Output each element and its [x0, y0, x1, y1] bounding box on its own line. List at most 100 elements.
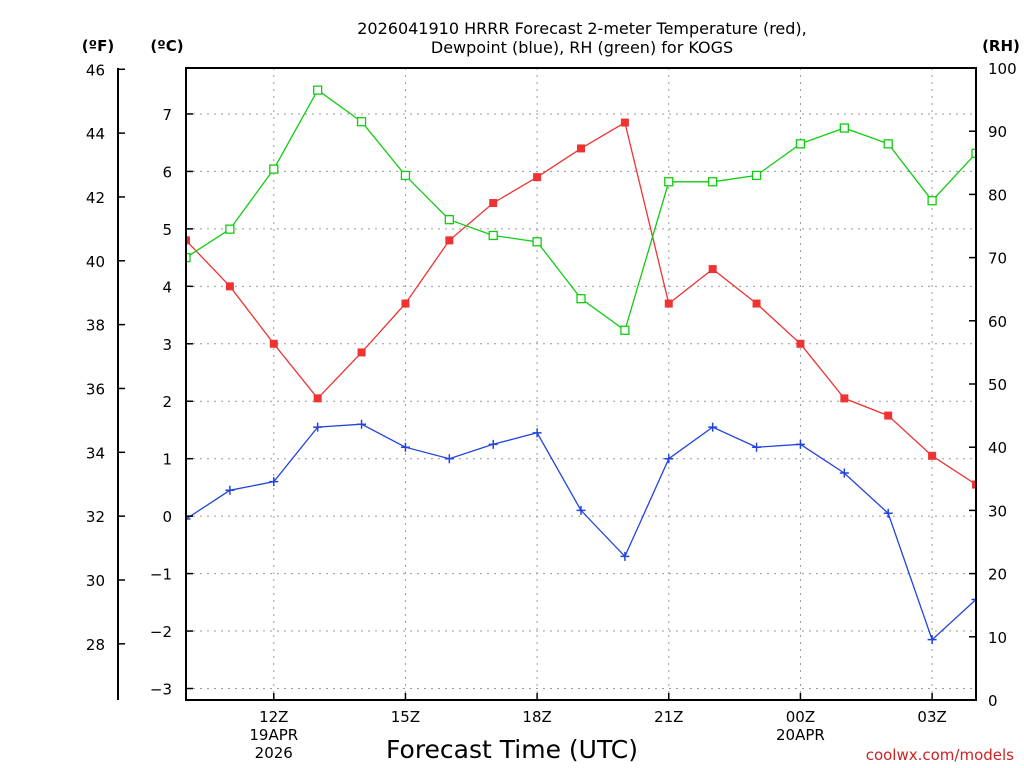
rh-point-11 [620, 325, 630, 335]
celsius-tick-label-minus-3: −3 [150, 681, 172, 699]
temperature-point-16 [840, 394, 849, 403]
temperature-point-10 [577, 144, 585, 153]
temperature-point-12 [664, 299, 673, 308]
temperature-point-4 [313, 394, 322, 403]
temperature-point-14 [752, 299, 761, 308]
rh-point-6 [400, 170, 411, 181]
temperature-point-1 [186, 236, 190, 245]
rh-point-4 [313, 85, 323, 95]
rh-tick-label-0: 0 [988, 692, 998, 710]
fahrenheit-tick-label-42: 42 [86, 189, 105, 207]
celsius-tick-label-4: 4 [162, 278, 172, 296]
temperature-line [186, 121, 976, 486]
fahrenheit-tick-label-30: 30 [86, 572, 105, 590]
fahrenheit-tick-label-32: 32 [86, 508, 105, 526]
fahrenheit-tick-label-34: 34 [86, 444, 105, 462]
rh-series [186, 85, 976, 335]
grid-layer [186, 68, 976, 700]
fahrenheit-tick-label-44: 44 [86, 125, 105, 143]
rh-tick-label-70: 70 [988, 250, 1007, 268]
celsius-tick-label-2: 2 [162, 393, 172, 411]
rh-point-8 [488, 230, 498, 241]
rh-point-18 [927, 196, 937, 206]
x-tick-label-18z-1: 18Z [522, 708, 551, 726]
x-tick-label-15z-1: 15Z [391, 708, 420, 726]
rh-point-16 [839, 123, 849, 133]
x-tick-label-00z-2: 20APR [776, 726, 825, 744]
celsius-tick-label-0: 0 [162, 508, 172, 526]
celsius-tick-label-3: 3 [162, 336, 172, 354]
fahrenheit-unit-label: (ºF) [82, 37, 114, 55]
dewpoint-point-17 [883, 508, 893, 518]
dewpoint-point-15 [795, 439, 805, 449]
temperature-point-5 [357, 348, 366, 357]
fahrenheit-tick-label-38: 38 [86, 317, 105, 335]
temperature-series [186, 118, 976, 489]
rh-unit-label: (RH) [982, 37, 1020, 55]
rh-point-13 [708, 177, 718, 187]
x-tick-label-12z-1: 12Z [259, 708, 288, 726]
temperature-point-8 [489, 199, 498, 208]
x-tick-label-03z-1: 03Z [917, 708, 946, 726]
celsius-tick-label-minus-1: −1 [150, 566, 172, 584]
rh-tick-label-80: 80 [988, 186, 1007, 204]
dewpoint-line [186, 423, 976, 641]
credit-text: coolwx.com/models [866, 746, 1014, 764]
plot-frame [185, 67, 977, 701]
chart-title-line-2: Dewpoint (blue), RH (green) for KOGS [431, 38, 733, 57]
x-axis-title: Forecast Time (UTC) [386, 735, 638, 764]
dewpoint-point-11 [620, 551, 630, 561]
dewpoint-point-19 [971, 594, 976, 604]
temperature-point-2 [225, 282, 234, 291]
fahrenheit-tick-label-28: 28 [86, 636, 105, 654]
temperature-point-17 [884, 411, 893, 420]
rh-point-2 [225, 224, 235, 234]
celsius-tick-label-7: 7 [162, 106, 172, 124]
rh-point-14 [751, 170, 762, 181]
x-tick-label-12z-3: 2026 [255, 744, 293, 762]
dewpoint-point-6 [400, 442, 410, 452]
celsius-tick-label-minus-2: −2 [150, 623, 172, 641]
dewpoint-point-13 [708, 422, 718, 432]
dewpoint-point-7 [444, 454, 454, 464]
rh-point-3 [269, 164, 279, 174]
rh-tick-label-20: 20 [988, 566, 1007, 584]
temperature-point-18 [928, 451, 937, 460]
temperature-point-19 [972, 480, 976, 489]
x-tick-label-00z-1: 00Z [786, 708, 815, 726]
rh-tick-label-40: 40 [988, 439, 1007, 457]
temperature-point-13 [708, 265, 717, 274]
temperature-point-9 [533, 173, 542, 182]
dewpoint-point-16 [839, 468, 849, 478]
temperature-point-7 [445, 236, 454, 245]
rh-point-19 [971, 148, 976, 158]
rh-point-7 [444, 215, 454, 225]
series-layer [186, 85, 976, 645]
dewpoint-point-2 [225, 485, 235, 495]
rh-tick-label-10: 10 [988, 629, 1007, 647]
rh-point-10 [576, 294, 586, 304]
dewpoint-point-14 [752, 442, 762, 452]
dewpoint-point-8 [488, 439, 498, 449]
temperature-point-11 [620, 118, 629, 127]
celsius-unit-label: (ºC) [150, 37, 183, 55]
dewpoint-point-12 [664, 454, 674, 464]
celsius-tick-label-6: 6 [162, 163, 172, 181]
rh-point-1 [186, 252, 191, 263]
rh-point-12 [664, 177, 674, 187]
fahrenheit-tick-label-40: 40 [86, 253, 105, 271]
rh-point-9 [532, 237, 542, 247]
rh-tick-label-30: 30 [988, 502, 1007, 520]
rh-tick-label-100: 100 [988, 60, 1017, 78]
x-tick-label-21z-1: 21Z [654, 708, 683, 726]
temperature-point-3 [269, 339, 278, 348]
rh-tick-label-60: 60 [988, 313, 1007, 331]
rh-point-15 [795, 139, 806, 149]
rh-point-17 [883, 139, 893, 149]
celsius-tick-label-5: 5 [162, 221, 172, 239]
dewpoint-point-3 [269, 477, 279, 487]
dewpoint-series [186, 419, 976, 645]
dewpoint-point-5 [357, 419, 367, 429]
x-tick-label-12z-2: 19APR [249, 726, 298, 744]
